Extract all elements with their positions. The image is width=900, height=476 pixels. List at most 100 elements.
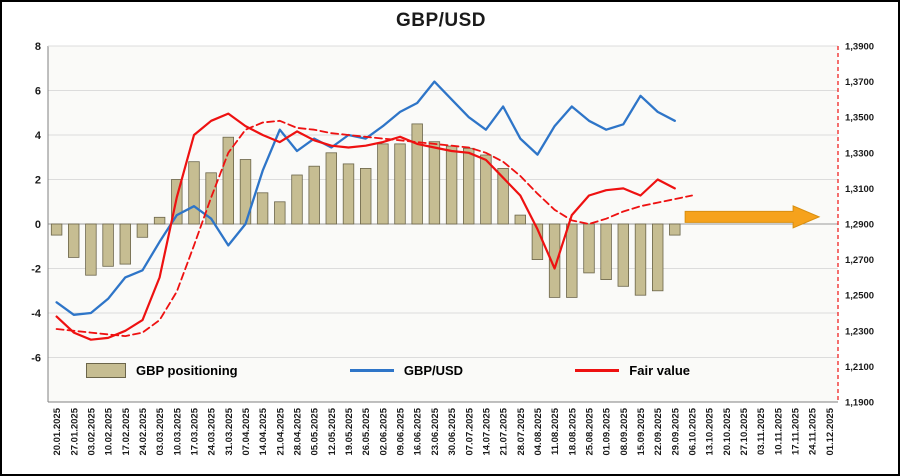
right-axis-tick-label: 1,3500 xyxy=(845,113,874,124)
positioning-bar xyxy=(566,223,578,298)
positioning-bar xyxy=(342,163,355,225)
positioning-bar xyxy=(634,223,647,296)
positioning-bar xyxy=(617,223,630,287)
positioning-bar xyxy=(256,192,269,225)
x-axis-date-label: 17.02.2025 xyxy=(121,407,132,455)
x-axis-date-label: 01.12.2025 xyxy=(825,407,836,455)
positioning-bar xyxy=(136,223,149,238)
positioning-bar xyxy=(222,136,235,225)
positioning-bar xyxy=(308,165,320,225)
positioning-bar-swatch xyxy=(86,363,126,378)
x-axis-date-label: 21.07.2025 xyxy=(499,407,510,455)
positioning-bar xyxy=(548,223,561,298)
positioning-bar xyxy=(497,167,509,225)
right-axis-tick-label: 1,2700 xyxy=(845,255,874,266)
left-axis-tick-label: -6 xyxy=(31,353,41,365)
x-axis-date-label: 10.02.2025 xyxy=(104,407,115,455)
right-axis-tick-label: 1,1900 xyxy=(845,398,874,409)
positioning-bar xyxy=(411,123,423,225)
positioning-bar xyxy=(480,154,492,225)
positioning-bar xyxy=(85,223,97,276)
x-axis-date-label: 30.06.2025 xyxy=(447,407,458,455)
x-axis-date-label: 07.07.2025 xyxy=(464,407,475,455)
right-axis-tick-label: 1,3900 xyxy=(845,42,874,53)
right-axis-tick-label: 1,2100 xyxy=(845,362,874,373)
x-axis-date-label: 08.09.2025 xyxy=(619,407,630,455)
x-axis-date-label: 14.07.2025 xyxy=(481,407,492,455)
positioning-bar xyxy=(394,143,406,225)
positioning-bar xyxy=(445,145,458,225)
left-axis-tick-label: 0 xyxy=(35,219,41,231)
x-axis-date-label: 16.06.2025 xyxy=(413,407,424,455)
x-axis-labels: 20.01.2025 27.01.2025 03.02.2025 10.02.2025… xyxy=(52,407,836,455)
positioning-bar xyxy=(600,223,612,280)
x-axis-date-label: 31.03.2025 xyxy=(224,407,235,455)
legend-item-positioning: GBP positioning xyxy=(86,363,238,378)
x-axis-date-label: 02.06.2025 xyxy=(378,407,389,455)
left-axis-tick-label: 8 xyxy=(35,41,41,53)
positioning-bar xyxy=(291,174,303,225)
positioning-bar xyxy=(652,223,664,292)
x-axis-date-label: 13.10.2025 xyxy=(705,407,716,455)
right-axis-tick-label: 1,2900 xyxy=(845,220,874,231)
x-axis-date-label: 28.04.2025 xyxy=(293,407,304,455)
fair-value-line xyxy=(55,112,676,341)
positioning-bar xyxy=(153,216,166,225)
x-axis-date-label: 24.11.2025 xyxy=(808,407,819,455)
x-axis-date-label: 23.06.2025 xyxy=(430,407,441,455)
x-axis-date-label: 03.11.2025 xyxy=(756,407,767,455)
x-axis-date-label: 03.03.2025 xyxy=(155,407,166,455)
fair-value-dashed-line xyxy=(55,119,693,338)
x-axis-date-label: 25.08.2025 xyxy=(585,407,596,455)
x-axis-date-label: 10.03.2025 xyxy=(172,407,183,455)
right-axis-tick-label: 1,2500 xyxy=(845,291,874,302)
positioning-bar xyxy=(359,167,372,225)
x-axis-date-label: 20.01.2025 xyxy=(52,407,63,455)
x-axis-date-label: 20.10.2025 xyxy=(722,407,733,455)
x-axis-date-label: 15.09.2025 xyxy=(636,407,647,455)
positioning-bar xyxy=(428,141,441,225)
positioning-bar xyxy=(68,223,80,258)
right-axis-labels: 1,3900 1,3700 1,3500 1,3300 1,3100 1,2900 1,27… xyxy=(845,42,874,409)
positioning-bar xyxy=(205,172,217,225)
gbpusd-line xyxy=(55,80,676,316)
positioning-bar xyxy=(102,223,114,267)
x-axis-date-label: 24.02.2025 xyxy=(138,407,149,455)
positioning-bar xyxy=(377,143,389,225)
legend-item-gbpusd: GBP/USD xyxy=(349,363,464,378)
x-axis-date-label: 06.10.2025 xyxy=(688,407,699,455)
x-axis-date-label: 10.11.2025 xyxy=(773,407,784,455)
legend-label-gbpusd: GBP/USD xyxy=(403,363,464,378)
positioning-bar xyxy=(188,161,200,225)
x-axis-date-label: 14.04.2025 xyxy=(258,407,269,455)
fair-value-line-swatch xyxy=(575,369,620,372)
legend-label-positioning: GBP positioning xyxy=(136,363,238,378)
x-axis-date-label: 17.11.2025 xyxy=(791,407,802,455)
legend-label-fair-value: Fair value xyxy=(629,363,690,378)
x-axis-date-label: 28.07.2025 xyxy=(516,407,527,455)
positioning-bar xyxy=(325,152,338,225)
x-axis-date-label: 05.05.2025 xyxy=(310,407,321,455)
x-axis-date-label: 11.08.2025 xyxy=(550,407,561,455)
positioning-bar xyxy=(669,223,681,236)
chart-legend: GBP positioning GBP/USD Fair value xyxy=(86,363,690,378)
x-axis-date-label: 22.09.2025 xyxy=(653,407,664,455)
legend-item-fair-value: Fair value xyxy=(575,363,690,378)
left-axis-labels: 8 6 4 2 0 -2 -4 -6 xyxy=(31,41,42,365)
left-axis-tick-label: -2 xyxy=(31,264,41,276)
x-axis-date-label: 27.10.2025 xyxy=(739,407,750,455)
x-axis-date-label: 18.08.2025 xyxy=(567,407,578,455)
x-axis-date-label: 12.05.2025 xyxy=(327,407,338,455)
x-axis-date-label: 24.03.2025 xyxy=(207,407,218,455)
right-axis-tick-label: 1,2300 xyxy=(845,326,874,337)
chart-title: GBP/USD xyxy=(395,10,487,31)
left-axis-tick-label: 4 xyxy=(35,130,42,142)
positioning-bar xyxy=(274,201,286,225)
positioning-bar xyxy=(514,214,527,225)
x-axis-date-label: 17.03.2025 xyxy=(190,407,201,455)
x-axis-date-label: 04.08.2025 xyxy=(533,407,544,455)
x-axis-date-label: 21.04.2025 xyxy=(275,407,286,455)
positioning-bar xyxy=(50,223,63,236)
